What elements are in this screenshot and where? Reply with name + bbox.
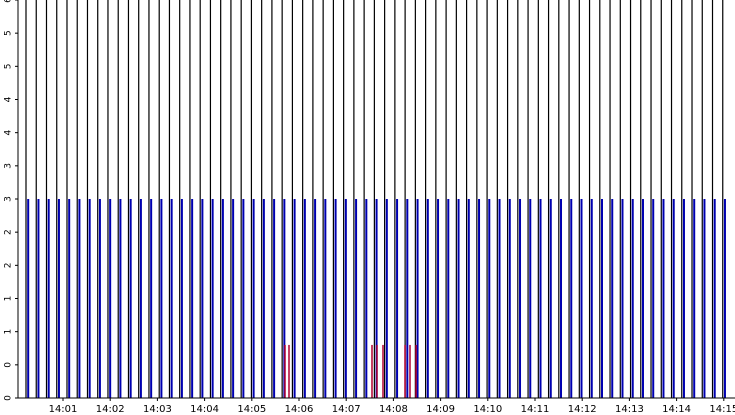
- y-axis: 0 0 1 1 2 2 3 3 4 4 5 5 6: [4, 0, 19, 401]
- black-series: [25, 0, 724, 398]
- red-series: [284, 344, 417, 398]
- y-tick-label: 5: [4, 30, 14, 36]
- y-tick-label: 4: [4, 130, 14, 136]
- x-tick-label: 14:04: [190, 404, 219, 415]
- x-tick-label: 14:13: [615, 404, 644, 415]
- y-tick-label: 6: [4, 0, 14, 3]
- y-tick-label: 3: [4, 196, 14, 202]
- x-tick-label: 14:07: [332, 404, 361, 415]
- y-tick-label: 2: [4, 262, 14, 268]
- x-tick-label: 14:11: [521, 404, 550, 415]
- x-tick-label: 14:08: [379, 404, 408, 415]
- x-tick-label: 14:02: [96, 404, 125, 415]
- y-tick-label: 1: [4, 329, 14, 335]
- y-tick-label: 5: [4, 63, 14, 69]
- blue-series: [27, 199, 726, 398]
- x-tick-label: 14:03: [143, 404, 172, 415]
- y-tick-label: 3: [4, 163, 14, 169]
- x-tick-label: 14:12: [568, 404, 597, 415]
- x-tick-label: 14:05: [237, 404, 266, 415]
- x-tick-label: 14:15: [709, 404, 735, 415]
- y-tick-label: 1: [4, 296, 14, 302]
- x-tick-label: 14:10: [473, 404, 502, 415]
- y-tick-label: 2: [4, 229, 14, 235]
- x-tick-label: 14:06: [285, 404, 314, 415]
- y-tick-label: 4: [4, 96, 14, 102]
- y-tick-label: 0: [4, 362, 14, 368]
- x-tick-label: 14:01: [49, 404, 78, 415]
- y-tick-label: 0: [4, 395, 14, 401]
- x-tick-label: 14:09: [426, 404, 455, 415]
- x-tick-label: 14:14: [662, 404, 691, 415]
- x-axis: 14:01 14:02 14:03 14:04 14:05 14:06 14:07 14:08…: [18, 397, 735, 415]
